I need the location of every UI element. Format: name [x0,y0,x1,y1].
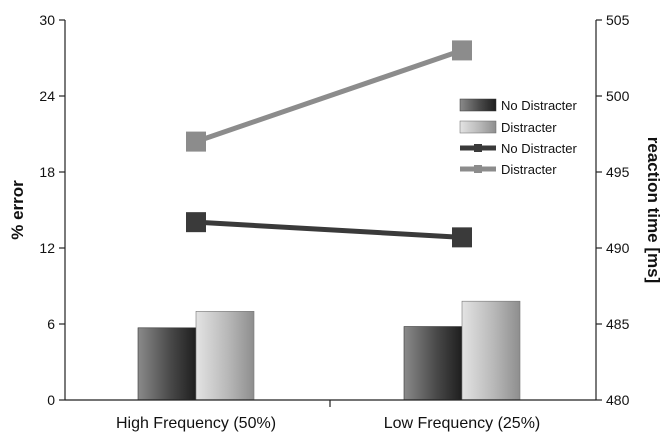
legend-swatch-bar-no-distracter [459,98,497,112]
lines-layer [186,40,472,248]
legend-label: Distracter [501,120,557,135]
legend-swatch-bar-distracter [459,120,497,134]
right-axis: 480 485 490 495 500 505 reaction time [ms] [595,12,660,408]
left-axis-tick-label: 24 [39,88,55,104]
bar-no-distracter [403,326,463,401]
line-point-no-distracter [452,227,472,248]
right-axis-tick-label: 495 [606,164,630,180]
right-axis-ticks: 480 485 490 495 500 505 [596,12,630,408]
bars-layer [137,300,521,401]
category-label: High Frequency (50%) [116,415,276,432]
left-axis-tick-label: 18 [39,164,55,180]
category-label: Low Frequency (25%) [384,415,541,432]
left-axis: 0 6 12 18 24 30 % error [8,12,66,408]
line-point-distracter [452,40,472,61]
left-axis-tick-label: 6 [47,316,55,332]
bar-distracter [461,300,521,401]
line-point-no-distracter [186,212,206,233]
left-axis-tick-label: 30 [39,12,55,28]
left-axis-tick-label: 0 [47,392,55,408]
bar-no-distracter [137,327,197,401]
legend-label: Distracter [501,162,557,177]
left-axis-ticks: 0 6 12 18 24 30 [39,12,65,408]
right-axis-tick-label: 480 [606,392,630,408]
right-axis-tick-label: 490 [606,240,630,256]
legend-label: No Distracter [501,98,578,113]
legend-marker-no-distracter [474,144,482,152]
right-axis-title: reaction time [ms] [644,137,660,283]
right-axis-tick-label: 485 [606,316,630,332]
bar-distracter [195,311,255,401]
x-axis: High Frequency (50%) Low Frequency (25%) [65,399,596,432]
series-line-no-distracter [195,219,463,240]
legend-label: No Distracter [501,141,578,156]
legend-marker-distracter [474,165,482,173]
series-line-distracter [195,48,463,144]
left-axis-tick-label: 12 [39,240,55,256]
legend: No Distracter Distracter No Distracter D… [459,98,578,177]
line-point-distracter [186,131,206,152]
right-axis-tick-label: 505 [606,12,630,28]
left-axis-title: % error [8,180,27,240]
right-axis-tick-label: 500 [606,88,630,104]
